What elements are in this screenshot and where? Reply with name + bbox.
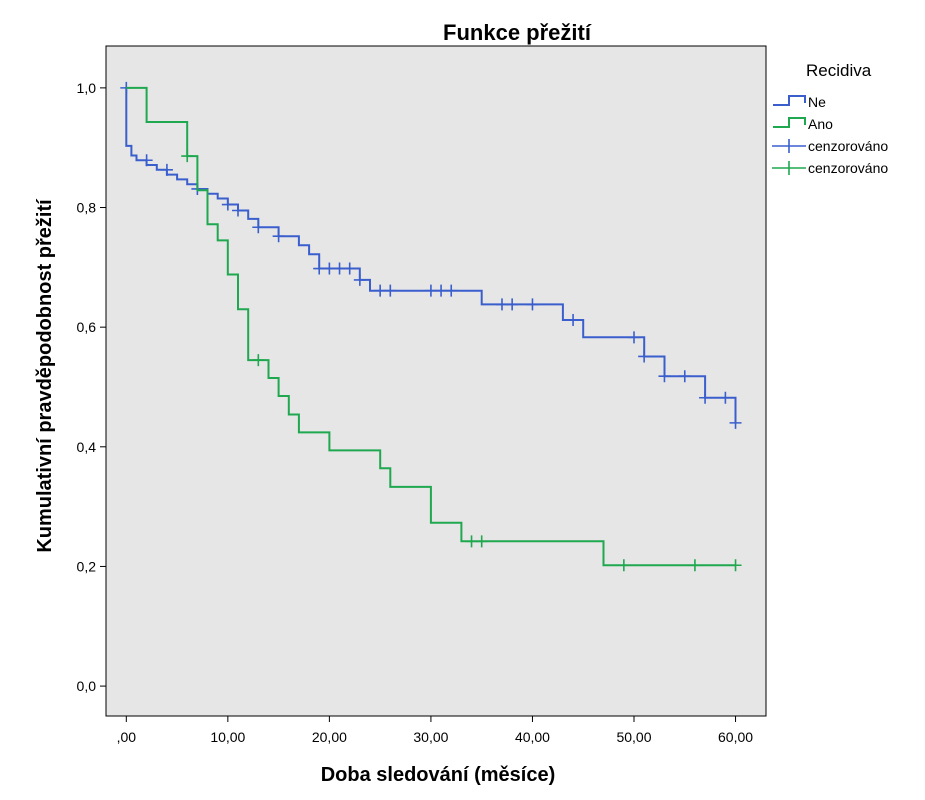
censor-mark-ne — [333, 262, 346, 275]
legend-entry: cenzorováno — [772, 138, 888, 154]
censor-mark-ne — [658, 370, 671, 383]
censor-mark-ano — [252, 354, 265, 367]
censor-mark-ne — [221, 198, 234, 211]
censor-mark-ne — [374, 284, 387, 297]
censor-mark-ano — [465, 535, 478, 548]
censor-mark-ne — [140, 154, 153, 167]
axis-ticks: ,00 10,00 20,00 30,00 40,00 50,00 60,00 0,0 0,2 0… — [77, 80, 754, 745]
censor-mark-ne — [313, 262, 326, 275]
censor-mark-ne — [719, 391, 732, 404]
censor-mark-ne — [567, 313, 580, 326]
series-line-ano — [126, 86, 736, 567]
legend-censor-symbol — [772, 139, 806, 153]
censor-mark-ne — [272, 230, 285, 243]
x-tick-label: 20,00 — [312, 729, 347, 745]
y-tick-label: 0,8 — [77, 200, 97, 216]
censor-mark-ne — [252, 221, 265, 234]
x-tick-label: 10,00 — [210, 729, 245, 745]
series-layer — [120, 81, 742, 572]
censor-mark-ne — [160, 163, 173, 176]
chart-title: Funkce přežití — [443, 20, 592, 45]
x-tick-label: ,00 — [117, 729, 137, 745]
legend-label: Ne — [808, 94, 826, 110]
plot-background — [105, 45, 767, 717]
censor-mark-ne — [384, 284, 397, 297]
y-axis-title: Kumulativní pravděpodobnost přežití — [34, 198, 56, 553]
legend: Recidiva Ne Ano cenzorováno cenzorováno — [772, 61, 888, 176]
censor-mark-ne — [729, 416, 742, 429]
censor-mark-ne — [699, 391, 712, 404]
censor-mark-ano — [181, 150, 194, 163]
legend-entry: Ano — [773, 116, 833, 132]
y-tick-label: 1,0 — [77, 80, 97, 96]
legend-entry: Ne — [773, 94, 826, 110]
legend-censor-symbol — [772, 161, 806, 175]
censor-mark-ne — [496, 298, 508, 311]
legend-line-symbol — [773, 117, 806, 128]
censor-mark-ne — [506, 298, 519, 311]
legend-title: Recidiva — [806, 61, 872, 80]
y-tick-label: 0,4 — [77, 439, 97, 455]
censor-mark-ano — [688, 559, 701, 572]
censor-mark-ne — [343, 262, 356, 275]
censor-mark-ne — [526, 298, 539, 311]
censor-mark-ano — [475, 535, 488, 548]
legend-label: cenzorováno — [808, 160, 888, 176]
y-tick-label: 0,0 — [77, 678, 97, 694]
y-tick-label: 0,6 — [77, 319, 97, 335]
series-line-ne — [125, 87, 737, 423]
x-tick-label: 30,00 — [413, 729, 448, 745]
legend-items: Ne Ano cenzorováno cenzorováno — [772, 94, 888, 176]
censor-mark-ne — [353, 273, 366, 286]
censor-mark-ne — [424, 284, 437, 297]
x-tick-label: 40,00 — [515, 729, 550, 745]
x-tick-label: 50,00 — [616, 729, 651, 745]
censor-mark-ne — [445, 284, 458, 297]
y-tick-label: 0,2 — [77, 558, 97, 574]
legend-label: Ano — [808, 116, 833, 132]
censor-mark-ne — [638, 350, 651, 363]
legend-entry: cenzorováno — [772, 160, 888, 176]
censor-mark-ne — [232, 204, 244, 217]
x-axis-title: Doba sledování (měsíce) — [321, 764, 556, 786]
censor-mark-ne — [628, 331, 640, 344]
censor-mark-ne — [323, 262, 336, 275]
legend-label: cenzorováno — [808, 138, 888, 154]
censor-mark-ano — [617, 559, 630, 572]
plot-area: ,00 10,00 20,00 30,00 40,00 50,00 60,00 0,0 0,2 0… — [77, 45, 767, 745]
legend-line-symbol — [773, 95, 806, 106]
x-tick-label: 60,00 — [718, 729, 753, 745]
censor-mark-ne — [435, 284, 448, 297]
censor-mark-ne — [678, 370, 691, 383]
censor-mark-ano — [729, 559, 742, 572]
